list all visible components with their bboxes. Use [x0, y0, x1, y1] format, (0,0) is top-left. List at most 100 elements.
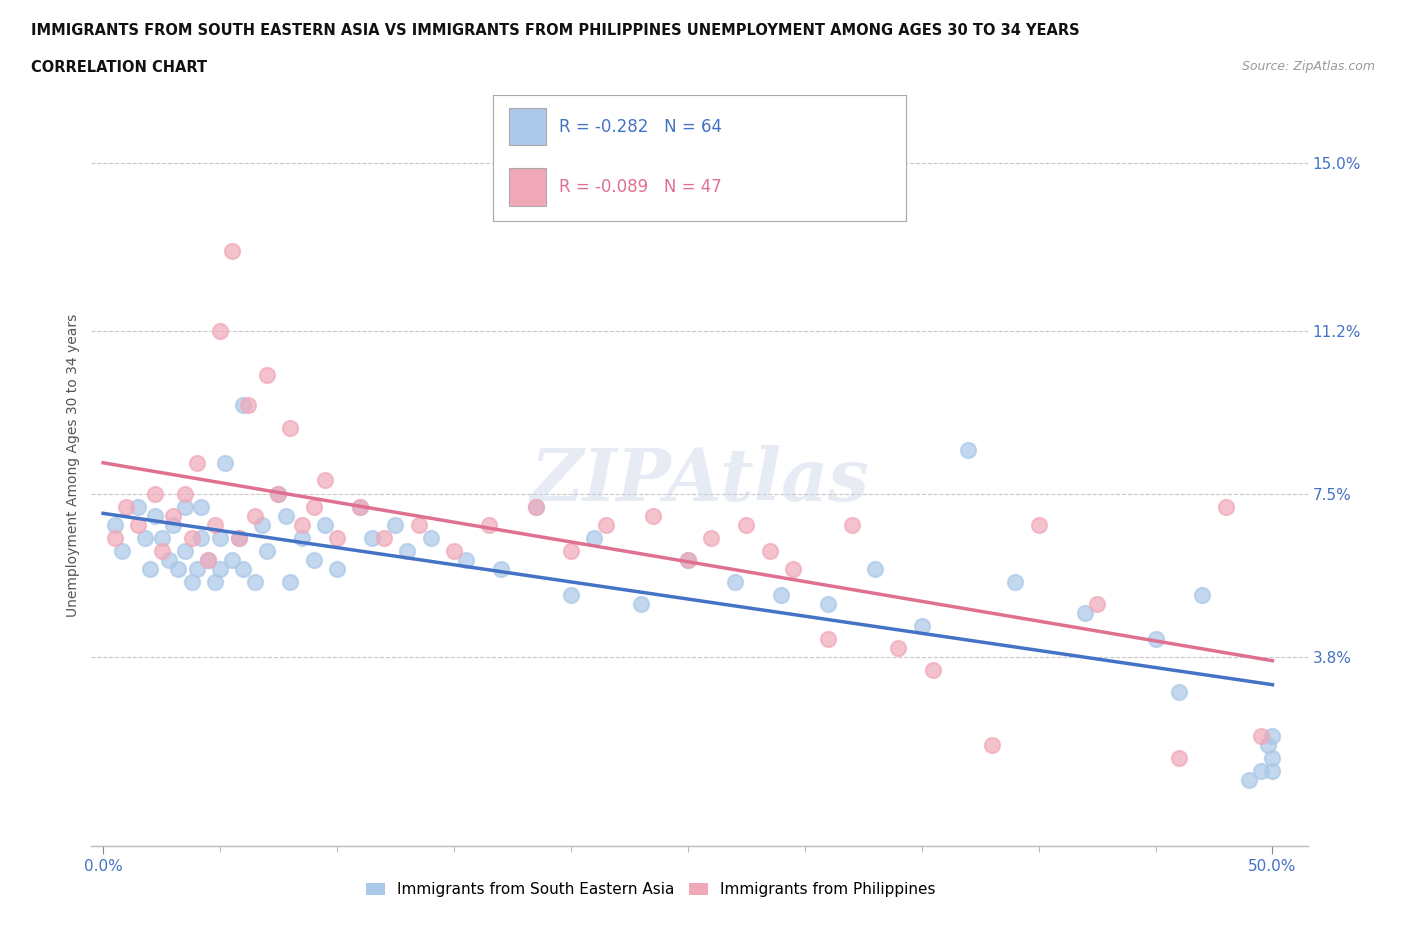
- Point: [197, 552, 219, 567]
- Point: [150, 543, 173, 558]
- Point: [256, 543, 278, 558]
- Point: [1028, 517, 1050, 532]
- Point: [204, 517, 226, 532]
- Point: [1261, 764, 1284, 778]
- Point: [267, 486, 290, 501]
- Point: [443, 543, 465, 558]
- Point: [700, 530, 723, 545]
- Point: [408, 517, 430, 532]
- Point: [863, 561, 886, 576]
- Point: [256, 367, 278, 382]
- Point: [817, 631, 839, 646]
- Point: [1191, 588, 1213, 603]
- Point: [419, 530, 441, 545]
- Point: [250, 517, 273, 532]
- Point: [127, 517, 149, 532]
- Point: [232, 561, 254, 576]
- Point: [115, 499, 138, 514]
- Point: [314, 473, 336, 488]
- Text: IMMIGRANTS FROM SOUTH EASTERN ASIA VS IMMIGRANTS FROM PHILIPPINES UNEMPLOYMENT A: IMMIGRANTS FROM SOUTH EASTERN ASIA VS IM…: [31, 23, 1080, 38]
- Point: [1074, 605, 1097, 620]
- Point: [349, 499, 371, 514]
- Point: [181, 530, 204, 545]
- Point: [1004, 575, 1026, 590]
- Point: [174, 486, 197, 501]
- Point: [676, 552, 699, 567]
- Text: ZIPAtlas: ZIPAtlas: [530, 445, 869, 516]
- Y-axis label: Unemployment Among Ages 30 to 34 years: Unemployment Among Ages 30 to 34 years: [66, 313, 80, 617]
- Point: [274, 509, 297, 524]
- Point: [922, 662, 945, 677]
- Point: [349, 499, 371, 514]
- Point: [157, 552, 180, 567]
- Point: [162, 509, 184, 524]
- Point: [228, 530, 250, 545]
- Point: [1168, 684, 1191, 699]
- Point: [291, 517, 314, 532]
- Point: [243, 509, 266, 524]
- Point: [186, 456, 208, 471]
- Point: [190, 499, 212, 514]
- Point: [396, 543, 419, 558]
- Point: [243, 575, 266, 590]
- Text: Source: ZipAtlas.com: Source: ZipAtlas.com: [1241, 60, 1375, 73]
- Point: [735, 517, 758, 532]
- Point: [143, 509, 166, 524]
- Point: [326, 561, 349, 576]
- Point: [560, 543, 582, 558]
- Point: [174, 543, 197, 558]
- Point: [221, 244, 243, 259]
- Point: [980, 737, 1002, 752]
- Point: [560, 588, 582, 603]
- Text: CORRELATION CHART: CORRELATION CHART: [31, 60, 207, 75]
- Point: [758, 543, 780, 558]
- Point: [454, 552, 477, 567]
- Point: [174, 499, 197, 514]
- Point: [236, 398, 259, 413]
- Point: [817, 596, 839, 611]
- Point: [204, 575, 226, 590]
- Point: [291, 530, 314, 545]
- Point: [478, 517, 501, 532]
- Point: [197, 552, 219, 567]
- Point: [167, 561, 190, 576]
- Point: [911, 618, 934, 633]
- Point: [232, 398, 254, 413]
- Point: [181, 575, 204, 590]
- Point: [524, 499, 547, 514]
- Point: [127, 499, 149, 514]
- Point: [1257, 737, 1279, 752]
- Point: [208, 561, 231, 576]
- Point: [190, 530, 212, 545]
- Point: [841, 517, 863, 532]
- Point: [1261, 729, 1284, 744]
- Point: [111, 543, 134, 558]
- Point: [186, 561, 208, 576]
- Point: [373, 530, 395, 545]
- Point: [1261, 751, 1284, 765]
- Point: [723, 575, 745, 590]
- Point: [1215, 499, 1237, 514]
- Point: [302, 499, 325, 514]
- Point: [278, 575, 301, 590]
- Point: [143, 486, 166, 501]
- Point: [228, 530, 250, 545]
- Point: [887, 641, 910, 656]
- Point: [104, 530, 127, 545]
- Point: [630, 596, 652, 611]
- Point: [326, 530, 349, 545]
- Point: [162, 517, 184, 532]
- Point: [208, 323, 231, 338]
- Point: [770, 588, 793, 603]
- Point: [676, 552, 699, 567]
- Point: [267, 486, 290, 501]
- Point: [583, 530, 606, 545]
- Point: [595, 517, 617, 532]
- Point: [104, 517, 127, 532]
- Point: [1250, 764, 1272, 778]
- Point: [1237, 773, 1260, 788]
- Point: [524, 499, 547, 514]
- Point: [134, 530, 156, 545]
- Point: [150, 530, 173, 545]
- Legend: Immigrants from South Eastern Asia, Immigrants from Philippines: Immigrants from South Eastern Asia, Immi…: [360, 876, 942, 903]
